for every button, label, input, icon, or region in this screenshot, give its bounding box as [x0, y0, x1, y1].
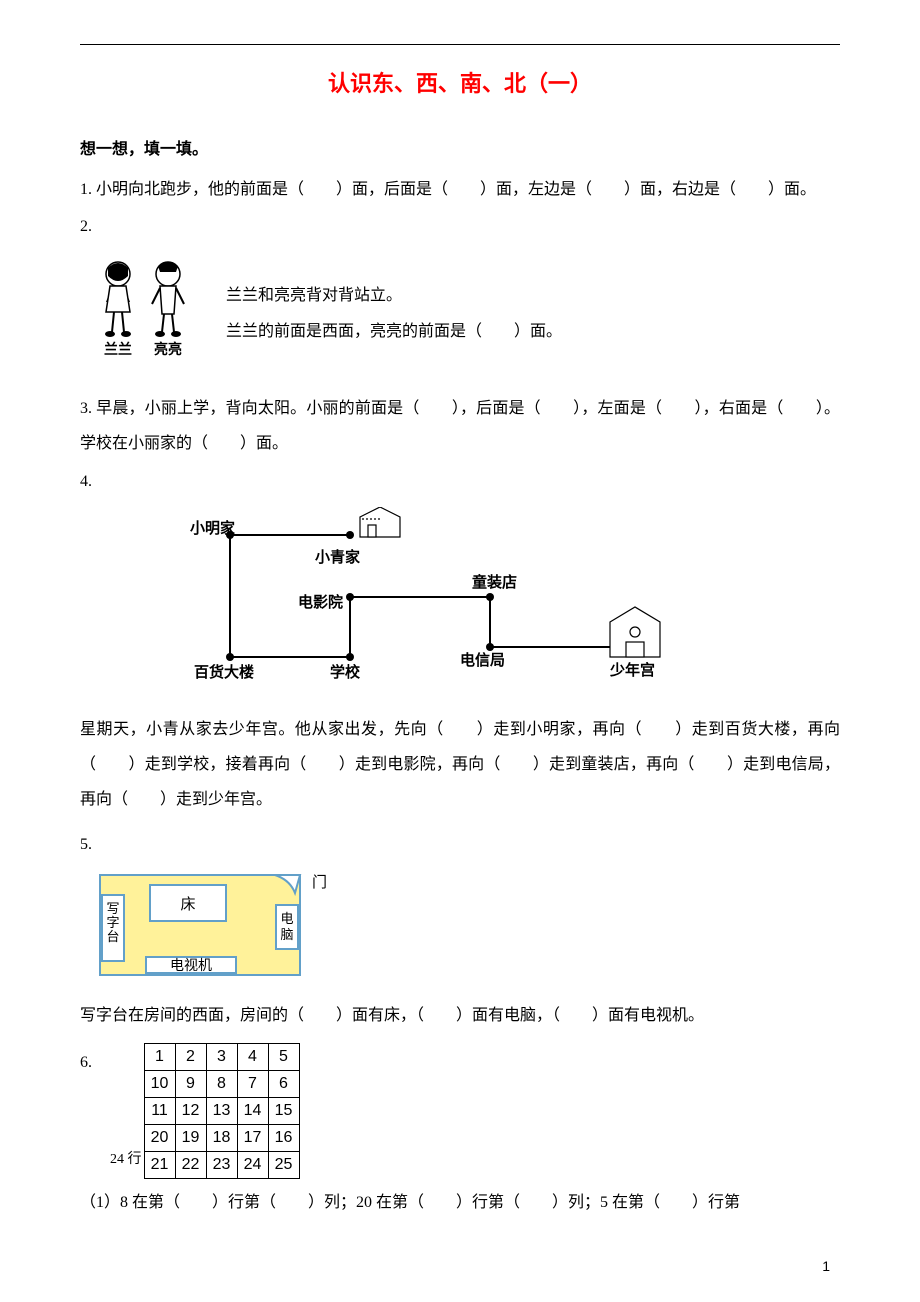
q5-room: 床 写 字 台 电视机 电 脑 门: [90, 865, 840, 998]
grid-cell: 7: [237, 1071, 268, 1098]
grid-cell: 18: [206, 1125, 237, 1152]
grid-cell: 10: [144, 1071, 175, 1098]
room-tv: 电视机: [170, 958, 212, 974]
grid-cell: 15: [268, 1098, 299, 1125]
lbl-xiaoming: 小明家: [190, 519, 235, 537]
grid-cell: 14: [237, 1098, 268, 1125]
grid-cell: 8: [206, 1071, 237, 1098]
grid-cell: 6: [268, 1071, 299, 1098]
lbl-youth: 少年宫: [609, 661, 655, 679]
lbl-school: 学校: [330, 663, 361, 681]
lbl-xiaoqing: 小青家: [315, 548, 360, 566]
section-heading: 想一想，填一填。: [80, 132, 840, 167]
kid-right-name: 亮亮: [154, 341, 182, 358]
svg-text:台: 台: [106, 929, 119, 944]
grid-cell: 19: [175, 1125, 206, 1152]
grid-cell: 21: [144, 1152, 175, 1179]
page-title: 认识东、西、南、北（一）: [80, 60, 840, 108]
grid-cell: 13: [206, 1098, 237, 1125]
q5-text: 写字台在房间的西面，房间的（ ）面有床，（ ）面有电脑，（ ）面有电视机。: [80, 998, 840, 1033]
grid-cell: 4: [237, 1044, 268, 1071]
grid-cell: 16: [268, 1125, 299, 1152]
q6-label: 6.: [80, 1043, 110, 1080]
svg-text:字: 字: [106, 915, 119, 930]
room-bed: 床: [180, 896, 195, 913]
grid-cell: 11: [144, 1098, 175, 1125]
q2-illustration: 兰兰 亮亮: [80, 252, 210, 375]
grid-cell: 1: [144, 1044, 175, 1071]
q6-left-note: 24 行: [110, 1145, 142, 1176]
q4-label: 4.: [80, 464, 840, 499]
page-number: 1: [822, 1251, 830, 1282]
q2-line2: 兰兰的前面是西面，亮亮的前面是（ ）面。: [226, 314, 840, 349]
grid-cell: 20: [144, 1125, 175, 1152]
room-door: 门: [312, 874, 327, 891]
kid-left-name: 兰兰: [104, 341, 132, 358]
grid-cell: 5: [268, 1044, 299, 1071]
lbl-dianxin: 电信局: [460, 651, 505, 669]
q2-label: 2.: [80, 209, 840, 244]
lbl-baihuo: 百货大楼: [194, 663, 254, 681]
q3-text: 3. 早晨，小丽上学，背向太阳。小丽的前面是（ ），后面是（ ），左面是（ ），…: [80, 391, 840, 461]
q5-label: 5.: [80, 827, 840, 862]
q6-grid: 1234510987611121314152019181716212223242…: [144, 1043, 300, 1179]
grid-cell: 24: [237, 1152, 268, 1179]
grid-cell: 9: [175, 1071, 206, 1098]
q4-map: 小明家 小青家 电影院 童装店 电信局 少年宫 百货大楼 学校: [170, 507, 840, 700]
grid-cell: 22: [175, 1152, 206, 1179]
q2-line1: 兰兰和亮亮背对背站立。: [226, 278, 840, 313]
grid-cell: 2: [175, 1044, 206, 1071]
svg-text:写: 写: [106, 901, 119, 916]
grid-cell: 12: [175, 1098, 206, 1125]
grid-cell: 23: [206, 1152, 237, 1179]
grid-cell: 3: [206, 1044, 237, 1071]
q1-text: 1. 小明向北跑步，他的前面是（ ）面，后面是（ ）面，左边是（ ）面，右边是（…: [80, 172, 840, 207]
top-divider: [80, 44, 840, 45]
svg-text:电: 电: [280, 911, 293, 926]
lbl-cinema: 电影院: [298, 593, 343, 611]
grid-cell: 25: [268, 1152, 299, 1179]
grid-cell: 17: [237, 1125, 268, 1152]
q4-text: 星期天，小青从家去少年宫。他从家出发，先向（ ）走到小明家，再向（ ）走到百货大…: [80, 712, 840, 818]
lbl-tongzhuang: 童装店: [472, 573, 517, 591]
svg-text:脑: 脑: [280, 927, 293, 942]
q6-text: （1）8 在第（ ）行第（ ）列；20 在第（ ）行第（ ）列；5 在第（ ）行…: [80, 1185, 840, 1220]
